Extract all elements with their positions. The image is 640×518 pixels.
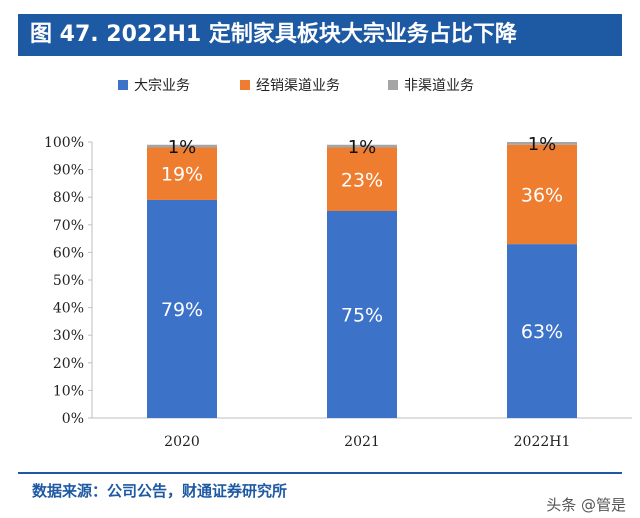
bar-segment-2021-series-1 — [327, 211, 397, 418]
watermark: 头条 @管是 — [546, 496, 626, 514]
chart-title: 图 47. 2022H1 定制家具板块大宗业务占比下降 — [18, 14, 622, 56]
data-label: 19% — [161, 164, 203, 186]
x-tick-label: 2020 — [164, 434, 200, 450]
bar-segment-2020-series-1 — [147, 199, 217, 418]
bar-segment-2022H1-series-1 — [507, 244, 577, 418]
stacked-bar-chart: 0% 10% 20% 30% 40% 50% 60% 70% 80% 90% 100% 79% 19% 1… — [44, 134, 632, 450]
y-tick-label: 50% — [53, 273, 84, 289]
legend: 大宗业务 经销渠道业务 非渠道业务 — [0, 75, 640, 95]
data-label: 36% — [521, 184, 563, 206]
data-label: 1% — [528, 134, 557, 155]
bar-segment-2022H1-series-3 — [507, 142, 577, 145]
bar-segment-2021-series-3 — [327, 144, 397, 148]
legend-swatch — [118, 80, 128, 90]
y-tick-label: 20% — [53, 356, 84, 372]
data-label: 75% — [341, 305, 383, 327]
data-label: 63% — [521, 321, 563, 343]
y-tick-label: 70% — [53, 218, 84, 234]
data-label: 79% — [161, 299, 203, 321]
x-tick-label: 2021 — [344, 434, 380, 450]
y-tick-label: 100% — [44, 135, 84, 151]
bar-segment-2020-series-3 — [147, 144, 217, 148]
y-tick-label: 60% — [53, 245, 84, 261]
legend-item-series-1: 大宗业务 — [118, 75, 190, 95]
footer-divider — [18, 472, 622, 474]
legend-label: 经销渠道业务 — [256, 78, 340, 94]
legend-label: 非渠道业务 — [404, 78, 474, 94]
data-label: 1% — [348, 137, 377, 158]
y-tick-label: 10% — [53, 383, 84, 399]
data-label: 23% — [341, 169, 383, 191]
legend-label: 大宗业务 — [134, 78, 190, 94]
bar-segment-2021-series-2 — [327, 147, 397, 211]
x-tick-label: 2022H1 — [514, 434, 571, 450]
y-tick-label: 40% — [53, 301, 84, 317]
legend-swatch — [388, 80, 398, 90]
bar-segment-2020-series-2 — [147, 147, 217, 200]
bar-segment-2022H1-series-2 — [507, 144, 577, 245]
data-label: 1% — [168, 137, 197, 158]
y-tick-label: 30% — [53, 328, 84, 344]
legend-swatch — [240, 80, 250, 90]
source-note: 数据来源：公司公告，财通证券研究所 — [32, 482, 288, 500]
y-tick-label: 80% — [53, 190, 84, 206]
y-tick-label: 90% — [53, 163, 84, 179]
legend-item-series-3: 非渠道业务 — [388, 75, 474, 95]
y-tick-label: 0% — [62, 411, 84, 427]
legend-item-series-2: 经销渠道业务 — [240, 75, 340, 95]
